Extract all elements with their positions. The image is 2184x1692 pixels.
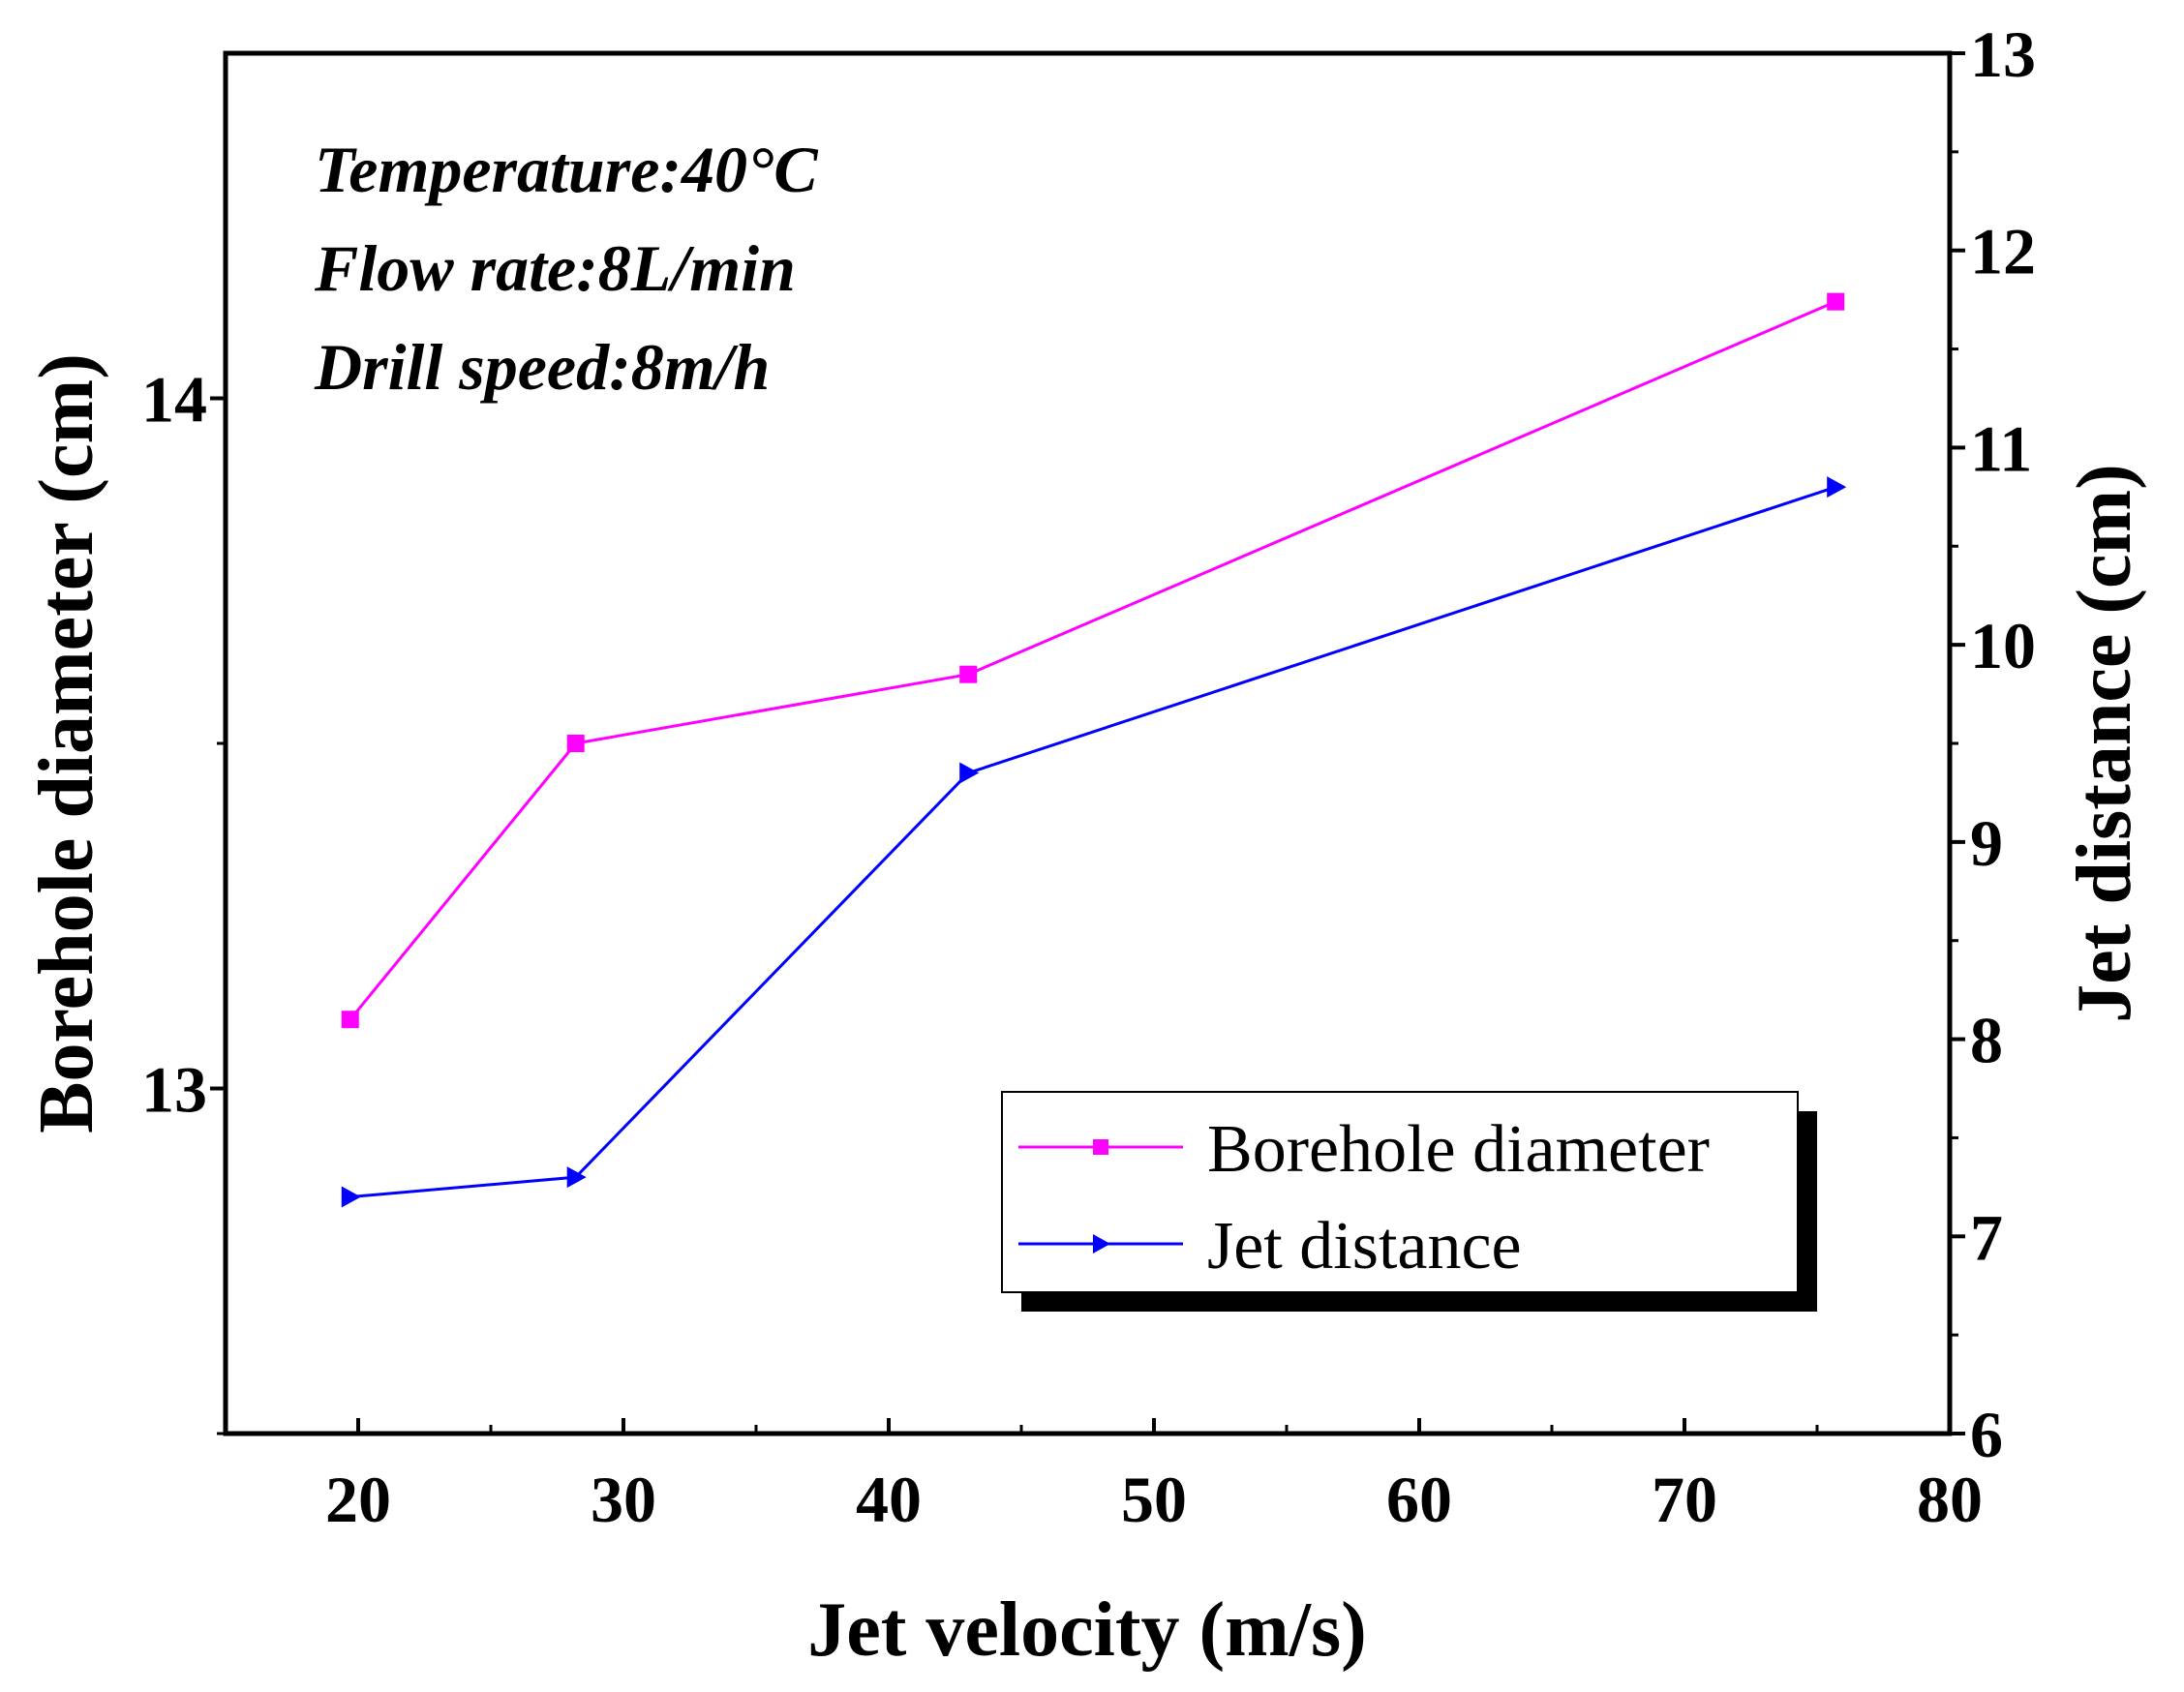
x-tick-label-50: 50 — [1121, 1463, 1187, 1536]
x-tick-label-70: 70 — [1652, 1463, 1717, 1536]
y2-tick-label-10: 10 — [1970, 609, 2036, 682]
point-borehole-diameter-3 — [1827, 292, 1845, 311]
y2-tick-label-13: 13 — [1970, 17, 2036, 91]
point-jet-distance-3 — [1827, 476, 1847, 499]
y2-tick-label-11: 11 — [1970, 411, 2032, 485]
legend: Borehole diameter Jet distance — [1001, 1091, 1817, 1312]
point-jet-distance-2 — [959, 762, 980, 784]
point-borehole-diameter-1 — [566, 735, 585, 752]
x-tick-label-80: 80 — [1917, 1463, 1983, 1536]
point-jet-distance-1 — [566, 1166, 587, 1189]
y-axis-title: Borehole diameter (cm) — [24, 353, 109, 1133]
y2-axis-title: Jet distance (cm) — [2062, 464, 2147, 1023]
annotation-drill-speed: Drill speed:8m/h — [314, 330, 770, 404]
x-tick-label-60: 60 — [1386, 1463, 1452, 1536]
y2-tick-label-7: 7 — [1970, 1200, 2003, 1274]
x-axis-title: Jet velocity (m/s) — [807, 1587, 1367, 1673]
legend-marker-jet-distance — [1093, 1234, 1110, 1254]
y2-tick-label-9: 9 — [1970, 806, 2003, 880]
point-jet-distance-0 — [341, 1186, 361, 1208]
annotation-temperature: Temperature:40°C — [315, 133, 818, 206]
point-borehole-diameter-0 — [341, 1011, 359, 1029]
legend-box — [1001, 1091, 1799, 1293]
x-tick-label-30: 30 — [591, 1463, 656, 1536]
legend-label-borehole-diameter: Borehole diameter — [1207, 1112, 1710, 1187]
y2-tick-label-6: 6 — [1970, 1398, 2003, 1471]
legend-marker-borehole-diameter — [1093, 1139, 1108, 1155]
point-borehole-diameter-2 — [959, 665, 978, 683]
x-tick-label-40: 40 — [856, 1463, 922, 1536]
series-line-borehole-diameter — [349, 300, 1836, 1021]
legend-label-jet-distance: Jet distance — [1207, 1209, 1522, 1284]
series-line-jet-distance — [349, 485, 1836, 1199]
y-tick-label-14: 14 — [141, 363, 207, 437]
y-tick-label-13: 13 — [141, 1053, 207, 1127]
y2-tick-label-8: 8 — [1970, 1004, 2003, 1077]
y2-tick-label-12: 12 — [1970, 215, 2036, 288]
annotation-flow-rate: Flow rate:8L/min — [314, 231, 796, 305]
x-tick-label-20: 20 — [325, 1463, 391, 1536]
